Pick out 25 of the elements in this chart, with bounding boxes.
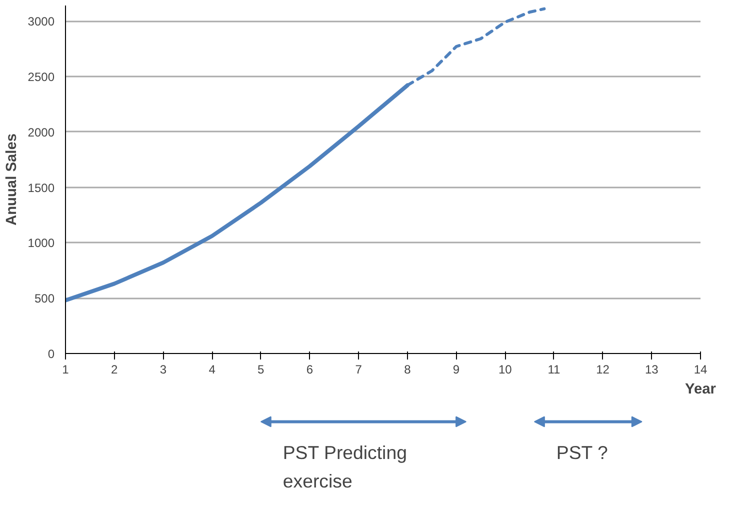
x-tick-label: 1	[62, 362, 70, 376]
x-tick-label: 9	[452, 362, 460, 376]
x-tick-label: 11	[548, 362, 561, 376]
y-tick-label: 2000	[28, 125, 55, 140]
x-tick-label: 10	[498, 362, 512, 376]
x-tick-label: 13	[644, 362, 659, 376]
x-tick-label: 14	[694, 362, 708, 376]
y-tick-label: 0	[48, 347, 55, 361]
text: PST Predicting exercise	[282, 442, 407, 492]
x-tick-label: 3	[160, 362, 167, 376]
x-tick-label: 7	[355, 362, 362, 376]
y-tick-label: 500	[34, 292, 55, 306]
x-axis-title: Year	[685, 382, 716, 398]
x-tick-label: 2	[111, 362, 118, 376]
y-axis-title: Anuual Sales	[4, 133, 20, 226]
x-tick-label: 6	[306, 362, 314, 376]
y-tick-label: 3000	[28, 14, 55, 29]
x-tick-label: 4	[208, 362, 216, 376]
x-tick-label: 5	[258, 362, 265, 376]
x-tick-label: 12	[596, 362, 610, 376]
y-tick-label: 1500	[28, 180, 55, 195]
y-tick-label: 1000	[28, 236, 55, 250]
x-tick-label: 8	[404, 362, 412, 376]
y-tick-label: 2500	[28, 70, 55, 84]
text: PST ?	[556, 442, 608, 463]
